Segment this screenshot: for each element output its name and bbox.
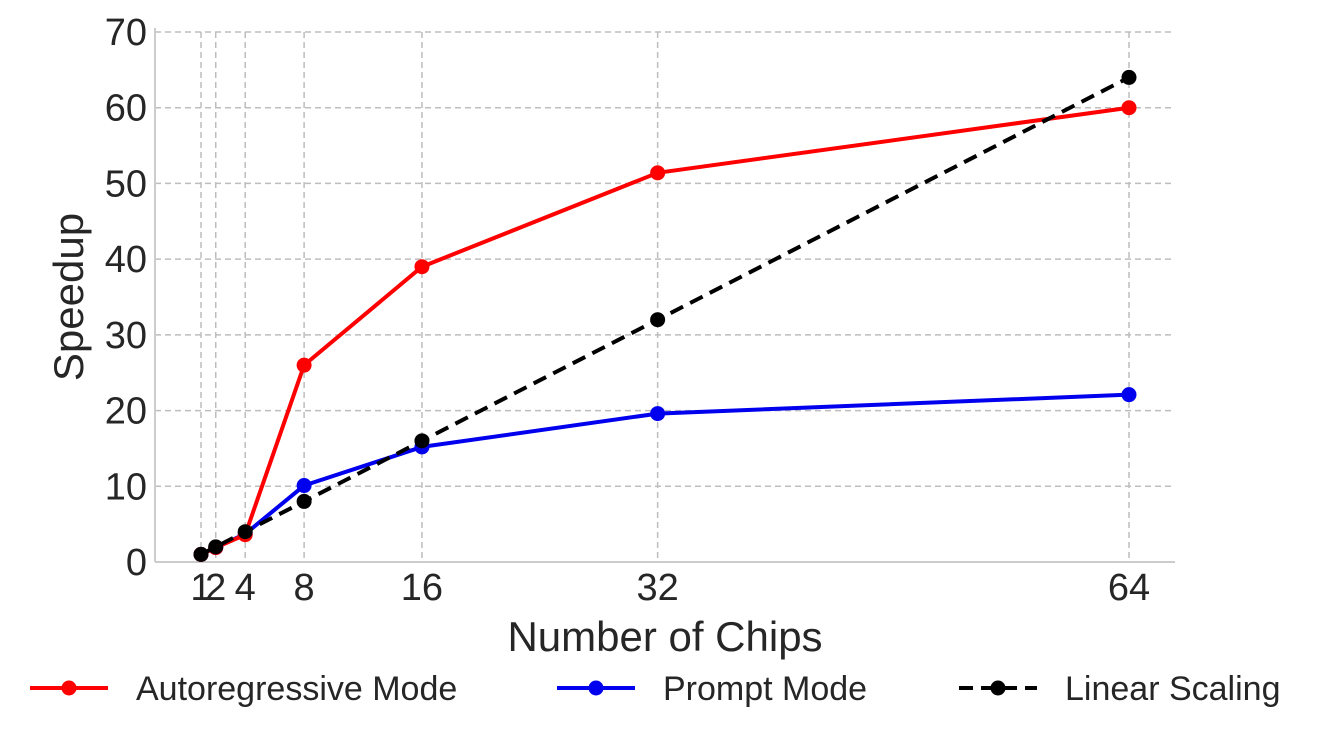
data-point-linear-scaling bbox=[237, 524, 253, 540]
y-axis-label: Speedup bbox=[45, 213, 92, 381]
data-point-linear-scaling bbox=[1121, 69, 1137, 85]
x-tick-label: 1 bbox=[190, 567, 211, 609]
data-point-autoregressive-mode bbox=[414, 259, 430, 275]
y-tick-label: 70 bbox=[105, 12, 147, 54]
grid-layer bbox=[155, 31, 1175, 562]
legend-swatch-marker bbox=[588, 680, 604, 696]
series-autoregressive-mode bbox=[193, 100, 1137, 562]
data-point-autoregressive-mode bbox=[1121, 100, 1137, 116]
data-point-prompt-mode bbox=[1121, 387, 1137, 403]
data-point-linear-scaling bbox=[296, 493, 312, 509]
x-tick-label: 4 bbox=[235, 567, 256, 609]
x-tick-label: 2 bbox=[205, 567, 226, 609]
data-point-linear-scaling bbox=[650, 312, 666, 328]
axis-layer: 0 10 20 30 40 50 60 70 12 4 8 16 32 64 bbox=[105, 12, 1175, 609]
series-linear-scaling bbox=[193, 69, 1137, 562]
x-tick-label: 8 bbox=[294, 567, 315, 609]
y-tick-label: 10 bbox=[105, 466, 147, 508]
data-point-prompt-mode bbox=[650, 406, 666, 422]
y-tick-label: 30 bbox=[105, 315, 147, 357]
y-tick-label: 20 bbox=[105, 391, 147, 433]
data-point-autoregressive-mode bbox=[650, 165, 666, 181]
y-tick-label: 50 bbox=[105, 163, 147, 205]
y-tick-label: 0 bbox=[126, 542, 147, 584]
legend-item-autoregressive-mode: Autoregressive Mode bbox=[30, 670, 457, 708]
series-line-autoregressive-mode bbox=[200, 105, 1130, 557]
legend: Autoregressive Mode Prompt Mode Linear Sca… bbox=[30, 670, 1280, 708]
legend-item-linear-scaling: Linear Scaling bbox=[959, 670, 1280, 708]
series-line-linear-scaling bbox=[200, 75, 1130, 557]
x-axis-label: Number of Chips bbox=[507, 613, 822, 660]
series-layer bbox=[193, 69, 1137, 562]
data-point-linear-scaling bbox=[414, 433, 430, 449]
data-point-linear-scaling bbox=[193, 546, 209, 562]
legend-item-prompt-mode: Prompt Mode bbox=[557, 670, 867, 708]
legend-label: Autoregressive Mode bbox=[136, 670, 457, 708]
legend-swatch-marker bbox=[990, 680, 1006, 696]
data-point-linear-scaling bbox=[208, 539, 224, 555]
y-tick-label: 40 bbox=[105, 239, 147, 281]
series-prompt-mode bbox=[193, 387, 1137, 562]
series-line-prompt-mode bbox=[200, 392, 1130, 557]
legend-label: Prompt Mode bbox=[663, 670, 867, 708]
data-point-autoregressive-mode bbox=[296, 357, 312, 373]
y-tick-label: 60 bbox=[105, 88, 147, 130]
x-tick-label: 16 bbox=[401, 567, 443, 609]
legend-label: Linear Scaling bbox=[1065, 670, 1280, 708]
legend-swatch-marker bbox=[61, 680, 77, 696]
data-point-prompt-mode bbox=[296, 478, 312, 494]
x-tick-label: 64 bbox=[1108, 567, 1150, 609]
x-tick-label: 32 bbox=[636, 567, 678, 609]
